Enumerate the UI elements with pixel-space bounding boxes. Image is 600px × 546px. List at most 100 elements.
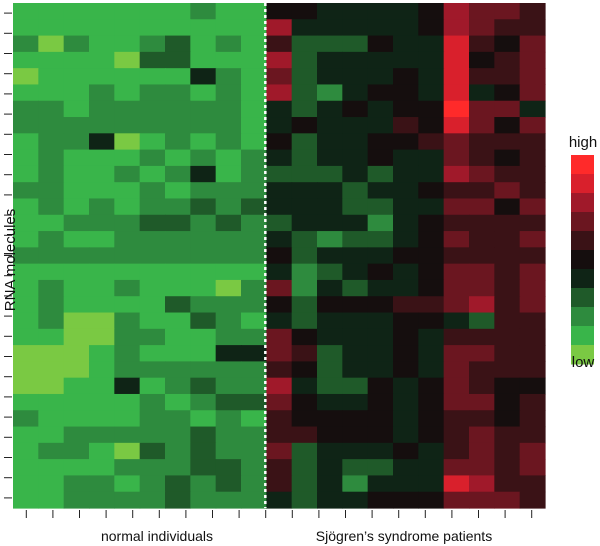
heatmap-cell <box>190 296 217 314</box>
heatmap-cell <box>342 459 369 477</box>
heatmap-cell <box>393 328 419 346</box>
heatmap-cell <box>393 475 419 493</box>
heatmap-cell <box>367 84 394 102</box>
heatmap-cell <box>469 231 495 248</box>
heatmap-cell <box>418 475 445 493</box>
heatmap-cell <box>114 328 141 346</box>
heatmap-cell <box>89 231 115 248</box>
heatmap-cell <box>190 426 217 444</box>
heatmap-cell <box>63 149 90 167</box>
heatmap-cell <box>165 84 191 102</box>
heatmap-cell <box>190 133 217 151</box>
heatmap-cell <box>139 475 166 493</box>
heatmap-cell <box>443 133 470 151</box>
heatmap-cell <box>165 68 191 86</box>
heatmap-cell <box>63 3 90 20</box>
heatmap-cell <box>418 459 445 477</box>
heatmap-cell <box>139 51 166 69</box>
legend-swatch <box>571 231 594 251</box>
heatmap-cell <box>190 198 217 216</box>
heatmap-cell <box>393 393 419 411</box>
heatmap-cell <box>519 68 546 86</box>
heatmap-cell <box>342 279 369 297</box>
heatmap-cell <box>418 198 445 216</box>
heatmap-cell <box>215 393 242 411</box>
heatmap-cell <box>469 35 495 53</box>
heatmap-cell <box>63 296 90 314</box>
heatmap-cell <box>165 117 191 134</box>
heatmap-cell <box>418 19 445 37</box>
heatmap-cell <box>342 117 369 134</box>
heatmap-cell <box>367 149 394 167</box>
heatmap-cell <box>114 117 141 134</box>
heatmap-cell <box>139 84 166 102</box>
heatmap-cell <box>13 182 39 200</box>
heatmap-cell <box>165 442 191 460</box>
heatmap-cell <box>469 279 495 297</box>
heatmap-cell <box>418 117 445 134</box>
heatmap-cell <box>38 296 65 314</box>
heatmap-cell <box>190 19 217 37</box>
heatmap-cell <box>63 328 90 346</box>
heatmap-cell <box>114 410 141 428</box>
heatmap-cell <box>393 377 419 395</box>
heatmap-cell <box>114 84 141 102</box>
heatmap-cell <box>38 442 65 460</box>
heatmap-cell <box>342 296 369 314</box>
heatmap-cell <box>114 296 141 314</box>
heatmap-cell <box>418 51 445 69</box>
heatmap-cell <box>367 100 394 118</box>
heatmap-cell <box>241 377 267 395</box>
heatmap-cell <box>494 214 521 232</box>
heatmap-cell <box>469 393 495 411</box>
heatmap-cell <box>63 165 90 183</box>
heatmap-cell <box>241 84 267 102</box>
heatmap-cell <box>393 247 419 265</box>
heatmap-cell <box>291 459 318 477</box>
heatmap-cell <box>519 165 546 183</box>
heatmap-cell <box>393 3 419 20</box>
heatmap-cell <box>114 442 141 460</box>
heatmap-cell <box>215 231 242 248</box>
heatmap-cell <box>241 279 267 297</box>
group-label-normal: normal individuals <box>101 528 213 544</box>
heatmap-cell <box>241 442 267 460</box>
heatmap-cell <box>190 410 217 428</box>
heatmap-cell <box>13 51 39 69</box>
heatmap-cell <box>342 426 369 444</box>
heatmap-cell <box>13 491 39 509</box>
heatmap-cell <box>241 247 267 265</box>
heatmap-cell <box>291 442 318 460</box>
heatmap-cell <box>266 100 293 118</box>
heatmap-cell <box>418 426 445 444</box>
heatmap-cell <box>291 214 318 232</box>
heatmap-cell <box>494 68 521 86</box>
heatmap-cell <box>241 149 267 167</box>
heatmap-cell <box>393 214 419 232</box>
heatmap-cell <box>393 442 419 460</box>
heatmap-cell <box>139 231 166 248</box>
heatmap-cell <box>367 198 394 216</box>
heatmap-cell <box>165 100 191 118</box>
heatmap-cell <box>393 149 419 167</box>
heatmap-cell <box>38 426 65 444</box>
heatmap-cell <box>241 198 267 216</box>
heatmap-cell <box>165 459 191 477</box>
heatmap-cell <box>367 117 394 134</box>
heatmap-cell <box>89 133 115 151</box>
heatmap-cell <box>139 3 166 20</box>
heatmap-cell <box>63 214 90 232</box>
heatmap-cell <box>38 198 65 216</box>
heatmap-cell <box>418 165 445 183</box>
heatmap-cell <box>519 182 546 200</box>
heatmap-cell <box>63 491 90 509</box>
heatmap-cell <box>190 393 217 411</box>
heatmap-cell <box>139 68 166 86</box>
x-axis-ticks <box>25 510 533 518</box>
heatmap-cell <box>519 117 546 134</box>
heatmap-cell <box>114 263 141 281</box>
heatmap-cell <box>165 426 191 444</box>
heatmap-cell <box>443 475 470 493</box>
heatmap-cell <box>215 198 242 216</box>
heatmap-cell <box>13 247 39 265</box>
